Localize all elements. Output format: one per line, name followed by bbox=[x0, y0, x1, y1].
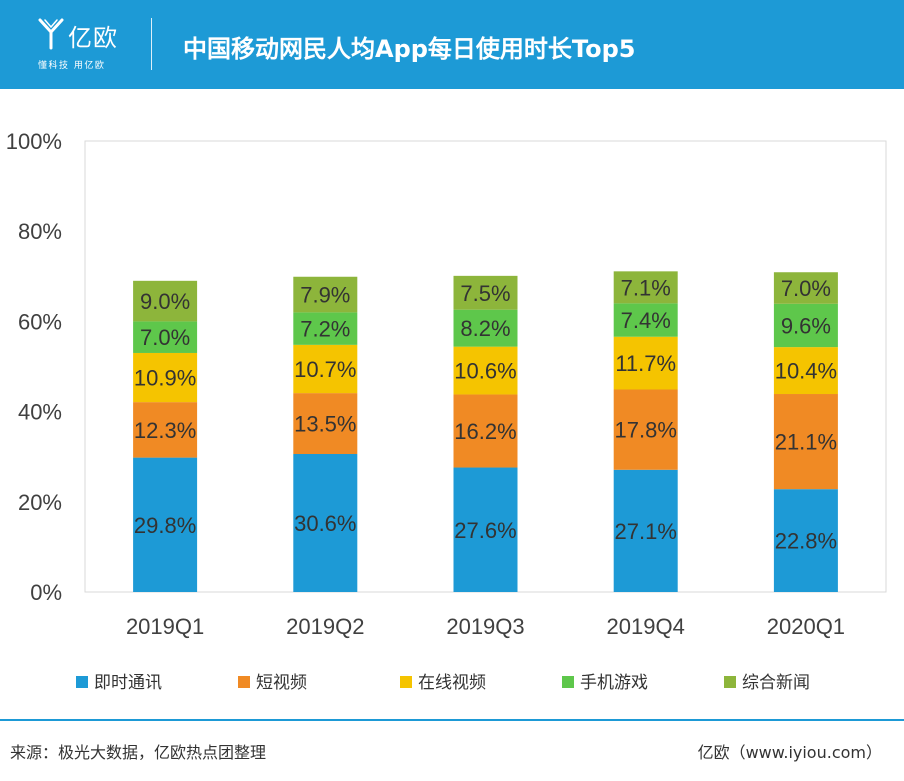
legend-label: 手机游戏 bbox=[580, 673, 648, 692]
legend-label: 综合新闻 bbox=[742, 673, 810, 692]
x-tick-label: 2019Q4 bbox=[607, 614, 685, 639]
data-label: 7.2% bbox=[300, 317, 350, 342]
legend-label: 即时通讯 bbox=[94, 673, 162, 692]
bar-segment bbox=[133, 280, 198, 322]
x-tick-label: 2019Q2 bbox=[286, 614, 364, 639]
data-label: 7.0% bbox=[140, 325, 190, 350]
legend-swatch bbox=[724, 676, 736, 688]
x-tick-label: 2019Q3 bbox=[446, 614, 524, 639]
data-label: 13.5% bbox=[294, 412, 356, 437]
bar-segment bbox=[133, 321, 198, 353]
bar-segment bbox=[453, 309, 518, 347]
legend-swatch bbox=[400, 676, 412, 688]
data-label: 30.6% bbox=[294, 511, 356, 536]
bar-segment bbox=[613, 271, 678, 304]
y-tick-label: 60% bbox=[18, 309, 62, 334]
brand-logo: 亿欧 懂科技 用亿欧 bbox=[38, 14, 128, 74]
data-label: 27.1% bbox=[615, 519, 677, 544]
logo-name: 亿欧 bbox=[68, 24, 118, 52]
legend-swatch bbox=[238, 676, 250, 688]
bar-segment bbox=[293, 393, 358, 454]
bar-segment bbox=[293, 453, 358, 592]
bar-segment bbox=[773, 303, 838, 348]
logo-tagline: 懂科技 用亿欧 bbox=[38, 61, 106, 71]
legend-label: 短视频 bbox=[256, 673, 307, 692]
header-divider bbox=[151, 18, 152, 70]
legend-swatch bbox=[76, 676, 88, 688]
bar-segment bbox=[613, 336, 678, 390]
bar-segment bbox=[133, 352, 198, 403]
legend-label: 在线视频 bbox=[418, 673, 486, 692]
bar-segment bbox=[773, 347, 838, 395]
source-note: 来源：极光大数据，亿欧热点团整理 bbox=[10, 743, 267, 762]
footer-divider bbox=[0, 719, 904, 721]
bar-segment bbox=[613, 469, 678, 592]
y-tick-label: 80% bbox=[18, 219, 62, 244]
x-tick-label: 2019Q1 bbox=[126, 614, 204, 639]
data-label: 7.4% bbox=[621, 308, 671, 333]
bar-segment bbox=[613, 389, 678, 470]
data-label: 10.9% bbox=[134, 366, 196, 391]
y-tick-label: 0% bbox=[30, 580, 62, 605]
data-label: 7.5% bbox=[460, 281, 510, 306]
data-label: 7.9% bbox=[300, 283, 350, 308]
legend-swatch bbox=[562, 676, 574, 688]
bar-segment bbox=[293, 276, 358, 313]
y-tick-label: 100% bbox=[6, 129, 62, 154]
bar-segment bbox=[613, 303, 678, 337]
bar-segment bbox=[133, 402, 198, 458]
bar-segment bbox=[453, 394, 518, 468]
bar-segment bbox=[453, 275, 518, 310]
x-tick-label: 2020Q1 bbox=[767, 614, 845, 639]
stacked-bar-chart: 0% 20% 40% 60% 80% 100% 29.8% 12.3% 10.9% 7.0% 9.0… bbox=[6, 129, 887, 692]
data-label: 9.6% bbox=[781, 313, 831, 338]
data-label: 10.7% bbox=[294, 357, 356, 382]
bar-segment bbox=[453, 346, 518, 395]
data-label: 29.8% bbox=[134, 513, 196, 538]
bar-segment bbox=[453, 467, 518, 592]
data-label: 12.3% bbox=[134, 418, 196, 443]
bar-segment bbox=[293, 312, 358, 345]
bar-segment bbox=[773, 394, 838, 490]
bar-segment bbox=[773, 272, 838, 304]
header-banner: 亿欧 懂科技 用亿欧 中国移动网民人均App每日使用时长Top5 bbox=[0, 0, 904, 89]
data-label: 10.6% bbox=[454, 359, 516, 384]
data-label: 11.7% bbox=[615, 351, 676, 376]
data-label: 10.4% bbox=[775, 359, 837, 384]
data-label: 16.2% bbox=[454, 419, 516, 444]
data-label: 22.8% bbox=[775, 529, 837, 554]
logo-y-icon bbox=[38, 18, 64, 50]
bar-segment bbox=[773, 489, 838, 592]
bar-segment bbox=[133, 457, 198, 592]
bar-segment bbox=[293, 344, 358, 394]
data-label: 27.6% bbox=[454, 518, 516, 543]
data-label: 9.0% bbox=[140, 289, 190, 314]
y-tick-label: 20% bbox=[18, 490, 62, 515]
data-label: 17.8% bbox=[615, 418, 677, 443]
page-title: 中国移动网民人均App每日使用时长Top5 bbox=[183, 35, 636, 63]
brand-credit: 亿欧（www.iyiou.com） bbox=[697, 743, 882, 762]
y-tick-label: 40% bbox=[18, 400, 62, 425]
data-label: 7.1% bbox=[621, 275, 671, 300]
data-label: 21.1% bbox=[775, 430, 837, 455]
data-label: 7.0% bbox=[781, 276, 831, 301]
data-label: 8.2% bbox=[460, 316, 510, 341]
